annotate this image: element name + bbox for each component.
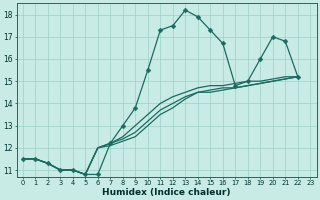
X-axis label: Humidex (Indice chaleur): Humidex (Indice chaleur) xyxy=(102,188,231,197)
